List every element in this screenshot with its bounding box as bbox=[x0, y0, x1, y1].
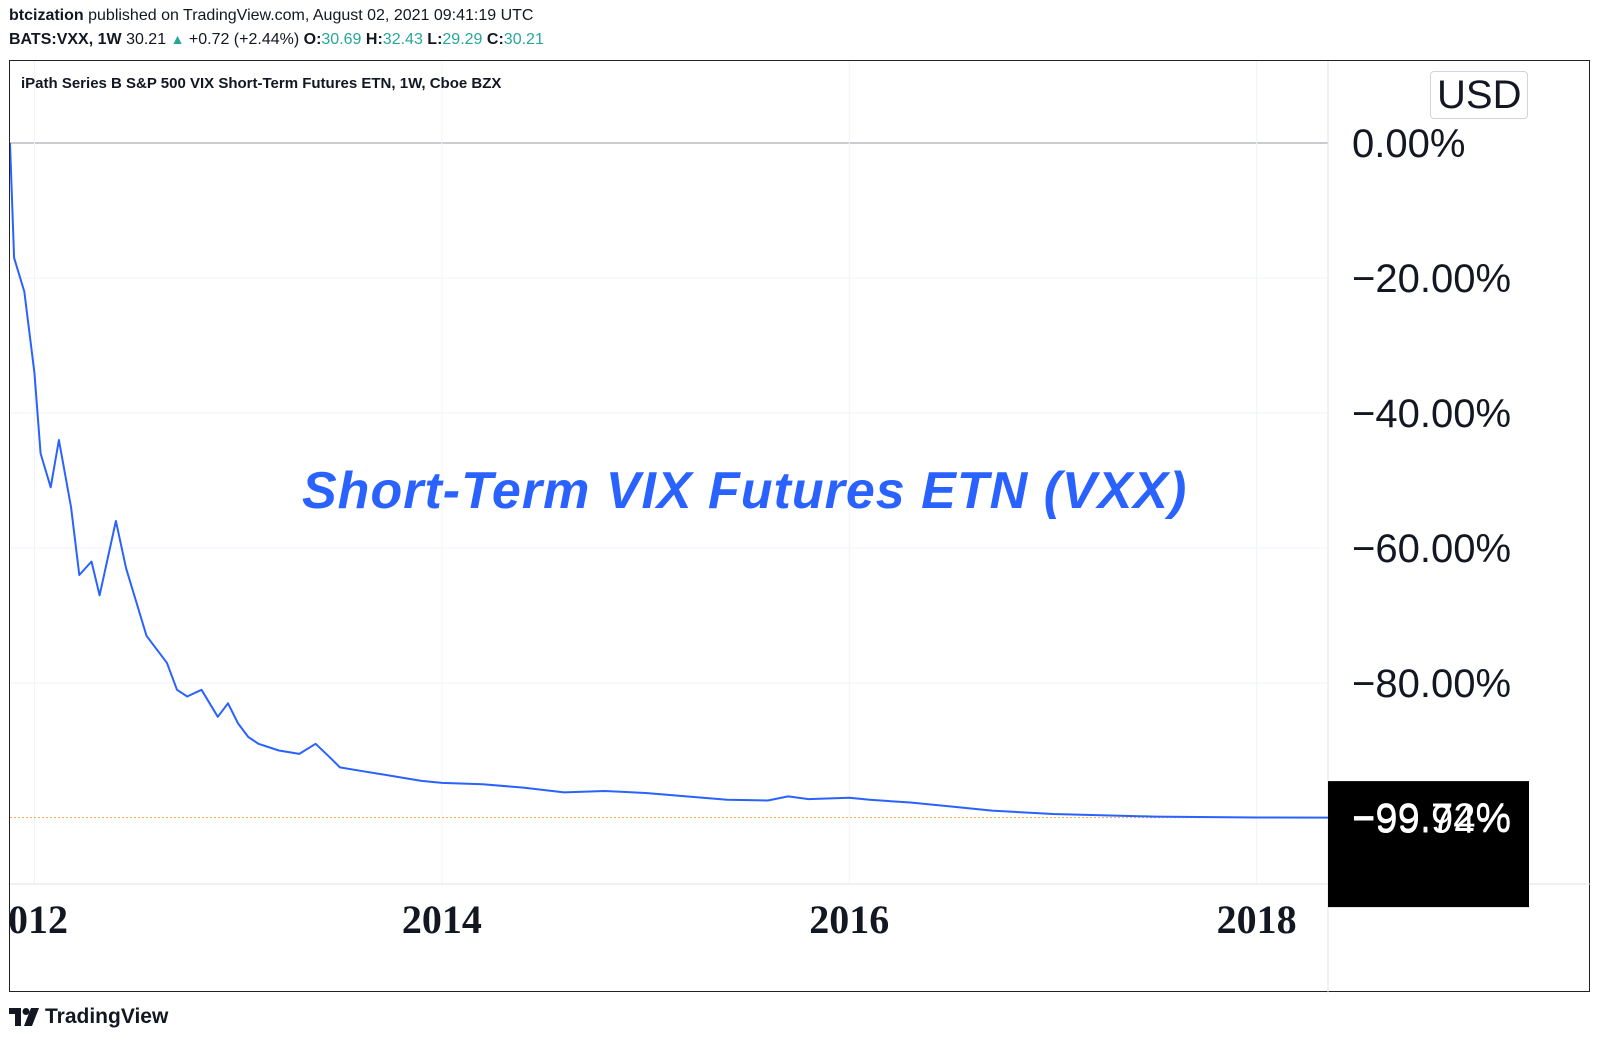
chart-title: iPath Series B S&P 500 VIX Short-Term Fu… bbox=[21, 75, 502, 92]
high-label: H: bbox=[365, 31, 383, 48]
tradingview-logo-text: TradingView bbox=[45, 1005, 169, 1028]
series-line[interactable] bbox=[10, 142, 1329, 819]
close-label: C: bbox=[486, 31, 504, 48]
currency-badge[interactable]: USD bbox=[1430, 71, 1529, 119]
publish-info: btcization published on TradingView.com,… bbox=[9, 7, 533, 25]
price-label: −99.94% bbox=[1352, 798, 1511, 842]
y-tick-label: −20.00% bbox=[1352, 257, 1511, 301]
x-tick-label: 2016 bbox=[809, 897, 889, 942]
open-label: O: bbox=[303, 31, 322, 48]
up-triangle-icon: ▲ bbox=[170, 31, 185, 47]
y-tick-label: −60.00% bbox=[1352, 527, 1511, 571]
published-text: published on TradingView.com, August 02,… bbox=[88, 7, 534, 24]
tradingview-logo-icon bbox=[9, 1008, 39, 1026]
price-label: −99.72% bbox=[1352, 796, 1511, 840]
low-value: 29.29 bbox=[442, 31, 483, 48]
author-name[interactable]: btcization bbox=[9, 7, 84, 24]
symbol-label[interactable]: BATS:VXX, 1W bbox=[9, 31, 122, 48]
overlay-title: Short-Term VIX Futures ETN (VXX) bbox=[302, 462, 1188, 520]
y-tick-label: 0.00% bbox=[1352, 122, 1465, 166]
y-tick-label: −80.00% bbox=[1352, 662, 1511, 706]
x-tick-label: 012 bbox=[10, 897, 68, 942]
tradingview-logo[interactable]: TradingView bbox=[9, 1005, 168, 1029]
x-tick-label: 2018 bbox=[1217, 897, 1297, 942]
last-price: 30.21 bbox=[126, 31, 167, 48]
high-value: 32.43 bbox=[382, 31, 423, 48]
price-label-box bbox=[1328, 781, 1529, 908]
chart-canvas[interactable]: 0.00% −20.00% −40.00% −60.00% −80.00% −99.72%… bbox=[10, 61, 1591, 993]
close-value: 30.21 bbox=[503, 31, 544, 48]
ohlc-legend: BATS:VXX, 1W 30.21 ▲ +0.72 (+2.44%) O:30… bbox=[9, 31, 544, 49]
x-tick-label: 2014 bbox=[402, 897, 482, 942]
open-value: 30.69 bbox=[321, 31, 362, 48]
chart-frame[interactable]: 0.00% −20.00% −40.00% −60.00% −80.00% −99.72%… bbox=[9, 60, 1591, 993]
low-label: L: bbox=[427, 31, 443, 48]
price-change: +0.72 (+2.44%) bbox=[188, 31, 300, 48]
y-tick-label: −40.00% bbox=[1352, 392, 1511, 436]
